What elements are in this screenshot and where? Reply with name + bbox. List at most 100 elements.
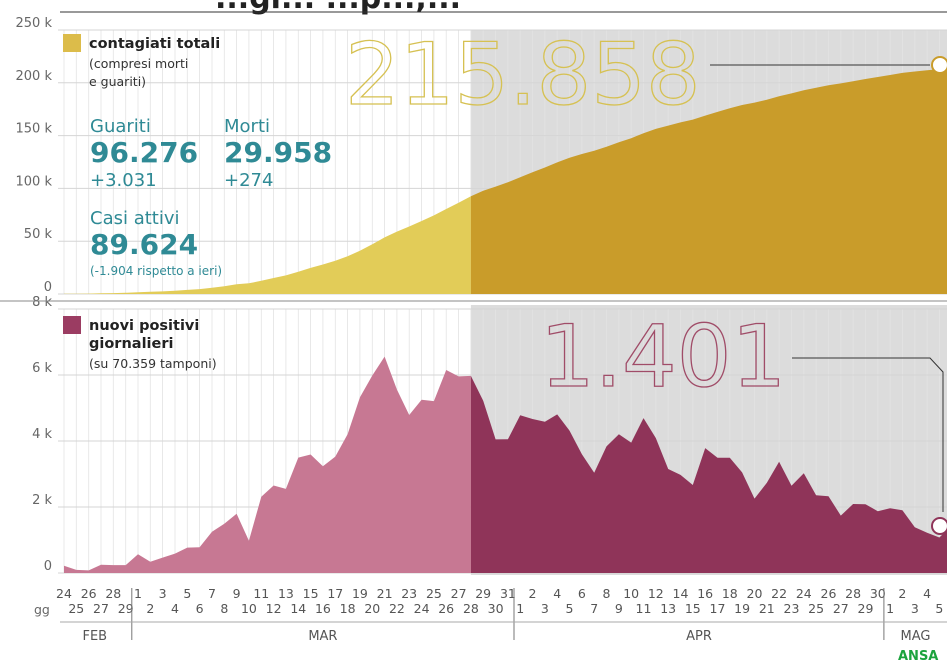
month-label: MAG [901,629,931,644]
morti-value: 29.958 [224,136,332,169]
y-tick-label: 4 k [32,427,52,442]
x-tick-label: 5 [183,586,191,601]
x-tick-label: 13 [660,601,676,616]
legend-total-sub1: (compresi morti [89,56,188,71]
x-tick-label: 2 [146,601,154,616]
x-tick-label: 27 [451,586,467,601]
x-tick-label: 5 [935,601,943,616]
area-new-recent [470,375,947,573]
x-tick-label: 24 [414,601,430,616]
x-tick-label: 14 [290,601,306,616]
x-tick-label: 28 [463,601,479,616]
new-cases-areas [64,356,947,573]
x-tick-label: 31 [500,586,516,601]
area-total-recent [470,68,947,294]
x-tick-label: 8 [603,586,611,601]
x-tick-label: 30 [870,586,886,601]
month-label: FEB [82,629,107,644]
x-tick-label: 25 [426,586,442,601]
x-tick-label: 11 [253,586,269,601]
x-tick-label: 1 [134,586,142,601]
x-tick-label: 17 [710,601,726,616]
legend-total-sub2: e guariti) [89,74,146,89]
x-tick-label: 1 [516,601,524,616]
x-tick-label: 10 [623,586,639,601]
legend-new-sub: (su 70.359 tamponi) [89,356,217,371]
title-fragment: ...gi... ...p...,... [215,0,461,16]
x-tick-label: 26 [81,586,97,601]
x-tick-label: 24 [56,586,72,601]
y-tick-label: 0 [44,559,52,574]
x-tick-label: 26 [821,586,837,601]
y-tick-label: 200 k [16,69,53,84]
x-axis: 2425262728291234567891011121314151617181… [56,586,947,640]
y-tick-label: 2 k [32,493,52,508]
month-label: MAR [308,629,337,644]
y-tick-label: 50 k [24,227,53,242]
total-cases-areas [64,68,947,294]
x-tick-label: 7 [590,601,598,616]
y-tick-label: 6 k [32,361,52,376]
x-tick-label: 14 [673,586,689,601]
x-tick-label: 23 [401,586,417,601]
x-tick-label: 18 [722,586,738,601]
x-tick-label: 29 [475,586,491,601]
x-tick-label: 3 [159,586,167,601]
x-tick-label: 20 [747,586,763,601]
casi-attivi-label: Casi attivi [90,208,180,229]
x-tick-label: 6 [196,601,204,616]
x-tick-label: 24 [796,586,812,601]
morti-delta: +274 [224,170,273,191]
total-end-marker [931,56,947,74]
guariti-delta: +3.031 [90,170,157,191]
legend-new-title1: nuovi positivi [89,318,199,334]
x-tick-label: 4 [553,586,561,601]
x-tick-label: 13 [278,586,294,601]
y-tick-label: 100 k [16,174,53,189]
ansa-logo: ANSA [898,649,938,662]
new-end-marker [931,517,947,535]
area-new-early [64,356,471,573]
y-tick-label: 150 k [16,122,53,137]
x-tick-label: 10 [241,601,257,616]
x-tick-label: 5 [566,601,574,616]
area-total-early [64,196,471,294]
x-tick-label: 19 [352,586,368,601]
x-tick-label: 28 [845,586,861,601]
x-tick-label: 12 [266,601,282,616]
big-number-total: 215.858 [345,25,701,125]
x-tick-label: 9 [233,586,241,601]
x-tick-label: 30 [488,601,504,616]
x-tick-label: 22 [389,601,405,616]
x-tick-label: 29 [858,601,874,616]
x-tick-label: 27 [93,601,109,616]
gg-label: gg [34,602,50,617]
guariti-label: Guariti [90,116,151,137]
x-tick-label: 16 [697,586,713,601]
x-tick-label: 20 [364,601,380,616]
x-tick-label: 28 [105,586,121,601]
x-tick-label: 29 [118,601,134,616]
x-tick-label: 6 [578,586,586,601]
casi-attivi-value: 89.624 [90,228,198,261]
x-tick-label: 7 [208,586,216,601]
x-tick-label: 16 [315,601,331,616]
x-tick-label: 19 [734,601,750,616]
x-tick-label: 3 [911,601,919,616]
x-tick-label: 27 [833,601,849,616]
x-tick-label: 11 [636,601,652,616]
x-tick-label: 25 [68,601,84,616]
x-tick-label: 22 [771,586,787,601]
x-tick-label: 15 [303,586,319,601]
x-tick-label: 4 [171,601,179,616]
x-tick-label: 25 [808,601,824,616]
morti-label: Morti [224,116,270,137]
x-tick-label: 21 [377,586,393,601]
x-tick-label: 9 [615,601,623,616]
x-tick-label: 2 [898,586,906,601]
guariti-value: 96.276 [90,136,198,169]
legend-swatch-total [63,34,81,52]
y-tick-label: 0 [44,280,52,295]
